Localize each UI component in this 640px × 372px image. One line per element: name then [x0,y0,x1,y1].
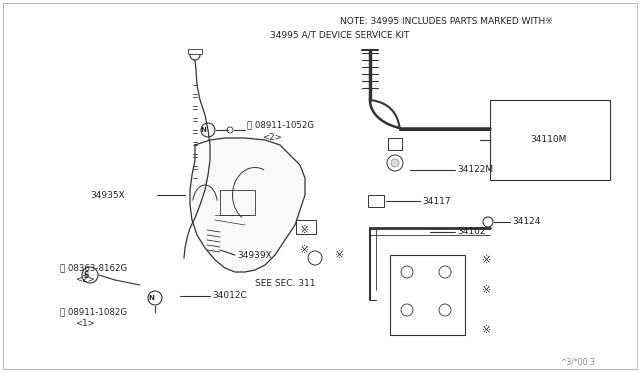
Circle shape [483,217,493,227]
Text: 34117: 34117 [422,196,451,205]
Text: 34110M: 34110M [530,135,566,144]
Text: ※: ※ [483,255,492,265]
Bar [490,100,610,180]
Text: Ⓝ 08911-1082G: Ⓝ 08911-1082G [60,308,127,317]
Text: ※: ※ [483,325,492,335]
Text: S: S [83,270,89,279]
Circle shape [308,251,322,265]
Text: <2>: <2> [262,132,282,141]
Text: NOTE: 34995 INCLUDES PARTS MARKED WITH※: NOTE: 34995 INCLUDES PARTS MARKED WITH※ [340,17,553,26]
Polygon shape [190,138,305,272]
Text: ※: ※ [335,250,344,260]
Text: <2>: <2> [75,276,95,285]
Circle shape [148,291,162,305]
Text: ※: ※ [483,285,492,295]
Text: SEE SEC. 311: SEE SEC. 311 [255,279,316,288]
Text: Ⓢ 08363-8162G: Ⓢ 08363-8162G [60,263,127,273]
Text: 34102: 34102 [457,228,486,237]
Circle shape [439,266,451,278]
Circle shape [387,155,403,171]
Bar [390,255,465,335]
Circle shape [439,304,451,316]
Text: 34012C: 34012C [212,292,247,301]
Text: ⓝ 08911-1052G: ⓝ 08911-1052G [247,121,314,129]
Text: ^3/*00.3: ^3/*00.3 [560,357,595,366]
Circle shape [190,50,200,60]
Bar [296,220,316,234]
Circle shape [391,159,399,167]
Circle shape [82,267,98,283]
Text: 34935X: 34935X [90,190,125,199]
Bar [220,190,255,215]
Text: 34995 A/T DEVICE SERVICE KIT: 34995 A/T DEVICE SERVICE KIT [270,31,410,39]
Bar [188,49,202,54]
Circle shape [227,127,233,133]
Text: N: N [200,127,206,133]
Bar [388,138,402,150]
Text: ※: ※ [300,225,310,235]
Bar [368,195,384,207]
Text: N: N [148,295,154,301]
Circle shape [401,304,413,316]
Text: <1>: <1> [75,318,95,327]
Circle shape [201,123,215,137]
Text: 34122M: 34122M [457,166,493,174]
Text: ※: ※ [300,245,310,255]
Text: 34939X: 34939X [237,250,272,260]
Text: 34124: 34124 [512,218,540,227]
Circle shape [401,266,413,278]
